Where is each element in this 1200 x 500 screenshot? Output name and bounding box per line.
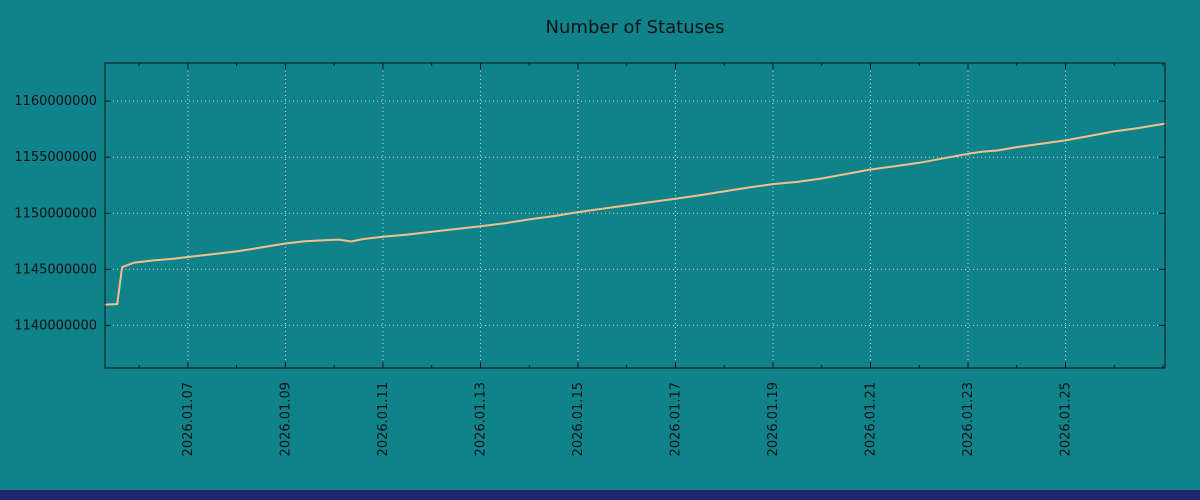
x-tick-label: 2026.01.13 <box>473 382 488 456</box>
x-tick-label: 2026.01.17 <box>668 382 683 456</box>
y-tick-label: 1155000000 <box>14 150 97 165</box>
x-tick-label: 2026.01.21 <box>864 382 879 456</box>
statuses-line <box>104 122 1166 306</box>
grid-lines <box>105 63 1165 368</box>
x-tick-label: 2026.01.11 <box>376 382 391 456</box>
plot-border <box>104 62 1166 369</box>
y-tick-label: 1160000000 <box>14 94 97 109</box>
x-tick-label: 2026.01.15 <box>571 382 586 456</box>
x-tick-label: 2026.01.25 <box>1059 382 1074 456</box>
data-series <box>104 122 1166 306</box>
y-tick-label: 1150000000 <box>14 206 97 221</box>
bottom-bar <box>0 490 1200 500</box>
axis-ticks <box>105 63 1165 368</box>
axis-labels: 2026.01.07 2026.01.09 2026.01.11 2026.01.13… <box>14 94 1073 456</box>
x-tick-label: 2026.01.19 <box>766 382 781 456</box>
x-tick-label: 2026.01.23 <box>961 382 976 456</box>
y-tick-label: 1140000000 <box>14 318 97 333</box>
chart-title: Number of Statuses <box>546 17 725 38</box>
y-tick-label: 1145000000 <box>14 262 97 277</box>
x-tick-label: 2026.01.09 <box>278 382 293 456</box>
x-tick-label: 2026.01.07 <box>181 382 196 456</box>
